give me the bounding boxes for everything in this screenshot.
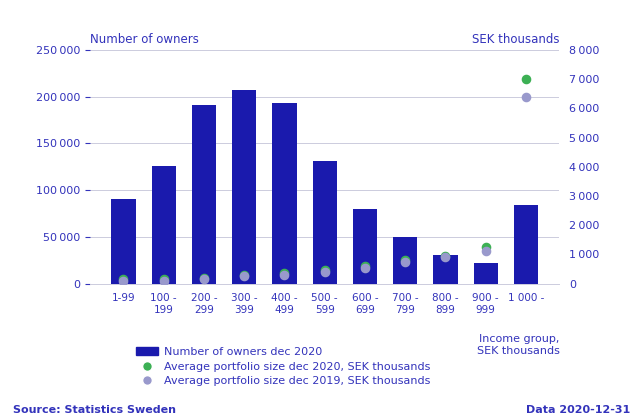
Point <box>199 274 209 281</box>
Point <box>360 264 370 271</box>
Point <box>279 271 289 278</box>
Bar <box>232 90 257 284</box>
Point <box>400 259 410 265</box>
Text: SEK thousands: SEK thousands <box>472 33 559 46</box>
Legend: Number of owners dec 2020, Average portfolio size dec 2020, SEK thousands, Avera: Number of owners dec 2020, Average portf… <box>131 343 435 391</box>
Point <box>159 277 169 284</box>
Point <box>400 257 410 264</box>
Point <box>480 248 491 255</box>
Point <box>521 76 531 83</box>
Bar <box>393 237 417 284</box>
Text: Source: Statistics Sweden: Source: Statistics Sweden <box>13 405 176 415</box>
Bar <box>312 161 337 284</box>
Bar <box>111 199 136 284</box>
Point <box>320 267 330 274</box>
Text: Income group,
SEK thousands: Income group, SEK thousands <box>476 334 559 356</box>
Point <box>239 271 249 278</box>
Point <box>199 276 209 283</box>
Point <box>279 270 289 277</box>
Bar <box>433 255 458 284</box>
Point <box>480 244 491 250</box>
Bar <box>152 166 176 284</box>
Bar <box>514 205 538 284</box>
Bar <box>353 209 377 284</box>
Point <box>159 276 169 283</box>
Text: Data 2020-12-31: Data 2020-12-31 <box>526 405 630 415</box>
Point <box>440 253 451 259</box>
Point <box>521 93 531 100</box>
Point <box>118 276 129 283</box>
Bar <box>273 103 296 284</box>
Text: Number of owners: Number of owners <box>90 33 199 46</box>
Point <box>360 263 370 269</box>
Bar <box>192 105 216 284</box>
Point <box>440 254 451 261</box>
Point <box>239 273 249 280</box>
Point <box>320 269 330 275</box>
Point <box>118 277 129 284</box>
Bar <box>474 263 498 284</box>
